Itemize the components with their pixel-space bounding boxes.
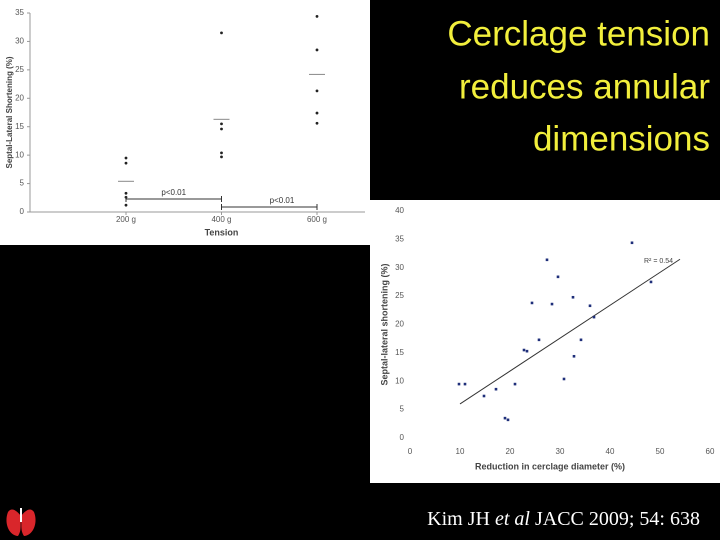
point <box>525 349 529 353</box>
y-tick-label: 15 <box>395 348 404 357</box>
citation: Kim JH et al JACC 2009; 54: 638 <box>427 508 700 530</box>
x-tick-label: 30 <box>556 447 565 456</box>
point <box>550 302 554 306</box>
x-tick-label: 60 <box>706 447 715 456</box>
annotation: p<0.01 <box>161 188 186 197</box>
y-tick-label: 10 <box>15 150 24 159</box>
point <box>588 304 592 308</box>
point <box>530 301 534 305</box>
point <box>220 122 223 126</box>
x-tick-label: 200 g <box>116 215 136 224</box>
point <box>315 111 319 115</box>
annotation: R² = 0.54 <box>644 258 673 265</box>
point <box>220 155 223 159</box>
y-axis-label: Septal-lateral shortening (%) <box>379 263 389 385</box>
y-tick-label: 30 <box>395 263 404 272</box>
point <box>579 338 583 342</box>
title-line: dimensions <box>533 119 710 158</box>
y-tick-label: 0 <box>20 207 25 216</box>
y-tick-label: 35 <box>15 8 24 17</box>
y-tick-label: 25 <box>395 291 404 300</box>
x-tick-label: 400 g <box>211 215 231 224</box>
point <box>592 315 596 319</box>
y-tick-label: 10 <box>395 376 404 385</box>
x-tick-label: 20 <box>506 447 515 456</box>
x-axis-label: Reduction in cerclage diameter (%) <box>475 461 625 471</box>
x-tick-label: 10 <box>456 447 465 456</box>
point <box>572 354 576 358</box>
x-tick-label: 0 <box>408 447 413 456</box>
point <box>649 280 653 284</box>
point <box>562 377 566 381</box>
citation-part: Kim JH <box>427 508 495 530</box>
point <box>124 161 128 165</box>
x-tick-label: 40 <box>606 447 615 456</box>
point <box>556 275 560 279</box>
point <box>315 48 319 52</box>
x-axis-label: Tension <box>205 227 239 237</box>
point <box>522 348 526 352</box>
point <box>315 89 319 93</box>
panel <box>370 200 720 483</box>
trendline <box>459 258 681 405</box>
y-tick-label: 40 <box>395 206 404 215</box>
point <box>463 382 467 386</box>
point <box>537 338 541 342</box>
x-tick-label: 600 g <box>307 215 327 224</box>
point <box>545 258 549 262</box>
point <box>457 382 461 386</box>
point <box>503 416 507 420</box>
panel <box>0 0 370 245</box>
annotation: p<0.01 <box>270 196 295 205</box>
title-line: Cerclage tension <box>447 14 710 53</box>
point <box>494 387 498 391</box>
y-tick-label: 20 <box>15 93 24 102</box>
y-tick-label: 15 <box>15 122 24 131</box>
title-line: reduces annular <box>459 67 710 106</box>
y-tick-label: 20 <box>395 320 404 329</box>
point <box>315 15 319 18</box>
point <box>124 156 128 160</box>
y-axis-label: Septal-Lateral Shortening (%) <box>5 56 14 168</box>
point <box>630 241 634 245</box>
point <box>506 418 510 422</box>
point <box>124 191 128 195</box>
point <box>220 151 223 155</box>
point <box>124 203 128 207</box>
y-tick-label: 5 <box>400 405 405 414</box>
point <box>571 295 575 299</box>
x-tick-label: 50 <box>656 447 665 456</box>
y-tick-label: 0 <box>400 433 405 442</box>
logo <box>6 508 36 536</box>
y-tick-label: 30 <box>15 37 24 46</box>
citation-part: et al <box>495 508 530 530</box>
point <box>315 121 319 125</box>
citation-part: JACC 2009; 54: 638 <box>530 508 700 530</box>
point <box>513 382 517 386</box>
y-tick-label: 35 <box>395 234 404 243</box>
point <box>482 394 486 398</box>
point <box>220 127 223 131</box>
y-tick-label: 5 <box>20 179 25 188</box>
y-tick-label: 25 <box>15 65 24 74</box>
point <box>220 31 223 35</box>
